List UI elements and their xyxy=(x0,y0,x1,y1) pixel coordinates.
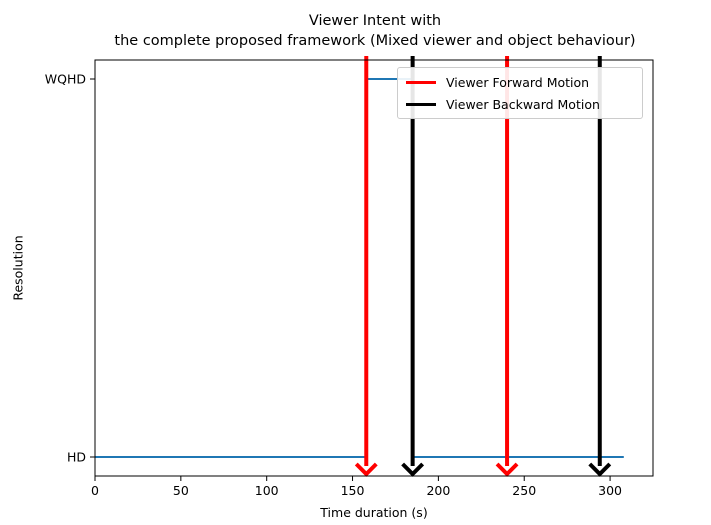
arrow-head xyxy=(495,462,519,477)
forward-motion-arrow xyxy=(354,56,378,477)
x-tick-label: 0 xyxy=(91,483,99,498)
legend-swatch-backward xyxy=(406,102,436,106)
x-tick-label: 150 xyxy=(341,483,365,498)
y-axis-label: Resolution xyxy=(10,235,26,301)
legend-label-forward: Viewer Forward Motion xyxy=(446,74,590,90)
plot-frame xyxy=(94,59,654,477)
legend-label-backward: Viewer Backward Motion xyxy=(446,96,600,112)
x-tick-label: 50 xyxy=(173,483,189,498)
x-tick-label: 100 xyxy=(255,483,279,498)
forward-motion-arrow xyxy=(495,56,519,477)
y-tick-label: WQHD xyxy=(45,72,86,87)
arrow-head xyxy=(401,462,425,477)
x-tick-label: 200 xyxy=(426,483,450,498)
legend: Viewer Forward Motion Viewer Backward Mo… xyxy=(397,67,643,119)
backward-motion-arrow xyxy=(588,56,612,477)
y-tick-label: HD xyxy=(67,450,86,465)
x-axis-label: Time duration (s) xyxy=(320,505,428,520)
plot-area xyxy=(95,60,653,476)
chart-title-line-2: the complete proposed framework (Mixed v… xyxy=(114,33,636,49)
backward-motion-arrow xyxy=(401,56,425,477)
legend-item-backward: Viewer Backward Motion xyxy=(406,94,600,114)
arrow-head xyxy=(588,462,612,477)
arrow-head xyxy=(354,462,378,477)
chart-title-line-1: Viewer Intent with xyxy=(308,13,442,29)
x-tick-label: 250 xyxy=(512,483,536,498)
x-tick-label: 300 xyxy=(598,483,622,498)
resolution-series-line xyxy=(95,78,624,458)
legend-item-forward: Viewer Forward Motion xyxy=(406,72,589,92)
legend-swatch-forward xyxy=(406,80,436,84)
